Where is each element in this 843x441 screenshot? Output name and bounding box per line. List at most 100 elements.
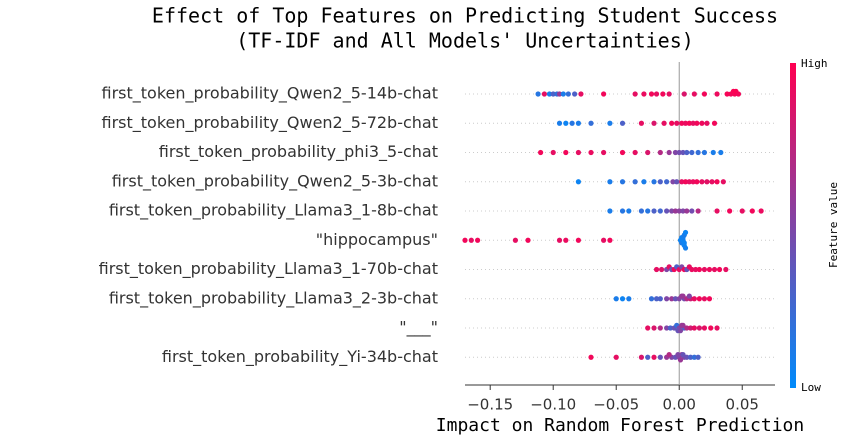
- dot: [607, 208, 613, 214]
- dot: [714, 91, 720, 97]
- colorbar: [790, 63, 796, 388]
- dot: [613, 354, 619, 360]
- dot: [657, 325, 663, 331]
- dot: [708, 325, 714, 331]
- dot: [607, 179, 613, 185]
- dot: [686, 120, 692, 126]
- dot: [648, 91, 655, 97]
- dot: [680, 322, 686, 328]
- dot: [563, 237, 569, 243]
- dot: [607, 120, 613, 126]
- dot: [626, 296, 632, 302]
- y-tick-label: first_token_probability_Yi-34b-chat: [162, 347, 438, 367]
- dot: [701, 296, 708, 302]
- dot: [677, 328, 684, 334]
- dot: [690, 120, 696, 126]
- dot: [664, 325, 670, 331]
- dot: [666, 91, 672, 97]
- dot: [565, 91, 571, 97]
- dot: [739, 208, 745, 214]
- dot: [716, 266, 723, 273]
- dot: [701, 91, 708, 97]
- dot: [525, 237, 531, 243]
- dot: [723, 266, 729, 273]
- dot: [695, 149, 701, 156]
- dot: [691, 91, 697, 97]
- dot: [619, 296, 626, 302]
- dot: [588, 120, 594, 126]
- dot: [645, 354, 651, 360]
- dot: [710, 149, 716, 156]
- dot: [645, 208, 651, 214]
- dot: [575, 120, 582, 126]
- dot: [588, 354, 594, 360]
- dot: [651, 120, 657, 126]
- dot: [638, 208, 645, 214]
- dot: [657, 208, 663, 214]
- dot: [657, 149, 663, 156]
- dot: [670, 179, 676, 185]
- x-tick-label: −0.05: [593, 396, 639, 414]
- dot: [693, 266, 699, 273]
- x-tick-label: −0.15: [467, 396, 513, 414]
- dot: [572, 91, 578, 97]
- dot: [632, 91, 638, 97]
- dot: [676, 208, 682, 214]
- dot: [660, 91, 666, 97]
- y-tick-label: first_token_probability_phi3_5-chat: [159, 142, 438, 162]
- dot: [638, 120, 645, 126]
- dot: [691, 354, 697, 360]
- dot: [696, 266, 702, 273]
- dot: [468, 237, 474, 243]
- dot: [687, 325, 694, 331]
- dot: [687, 354, 694, 360]
- dot: [462, 237, 468, 243]
- dot: [695, 208, 701, 214]
- dot: [601, 91, 607, 97]
- dot: [695, 354, 701, 360]
- dot: [684, 208, 690, 214]
- dot: [696, 296, 702, 302]
- dot: [666, 352, 672, 358]
- dot: [718, 149, 724, 156]
- dot: [680, 352, 686, 358]
- dot: [711, 266, 718, 273]
- dot: [682, 120, 689, 126]
- colorbar-low: Low: [801, 381, 821, 394]
- dot: [601, 237, 607, 243]
- dot: [645, 325, 651, 331]
- dot: [699, 120, 705, 126]
- dot: [706, 266, 713, 273]
- dot: [626, 208, 632, 214]
- y-tick-label: first_token_probability_Qwen2_5-14b-chat: [102, 84, 438, 104]
- dot: [674, 120, 680, 126]
- colorbar-label: Feature value: [827, 182, 840, 268]
- dot: [653, 91, 660, 97]
- y-tick-label: first_token_probability_Llama3_1-70b-cha…: [99, 259, 438, 279]
- dot: [556, 237, 563, 243]
- dot: [696, 325, 702, 331]
- chart-subtitle: (TF-IDF and All Models' Uncertainties): [236, 29, 694, 53]
- dot: [632, 179, 638, 185]
- dot: [556, 120, 563, 126]
- dot: [727, 208, 733, 214]
- dot: [680, 149, 686, 156]
- dot: [475, 237, 481, 243]
- y-tick-label: first_token_probability_Llama3_1-8b-chat: [109, 201, 438, 221]
- dot: [575, 179, 582, 185]
- dot: [613, 296, 619, 302]
- dot: [672, 149, 679, 156]
- dot: [674, 179, 680, 185]
- y-tick-label: first_token_probability_Llama3_2-3b-chat: [109, 288, 438, 308]
- dot: [669, 208, 675, 214]
- dot: [648, 296, 655, 302]
- dot: [689, 149, 695, 156]
- dot: [680, 208, 686, 214]
- dot: [684, 354, 690, 360]
- dot: [681, 91, 687, 97]
- dot: [690, 179, 696, 185]
- dot: [684, 149, 690, 156]
- colorbar-high: High: [801, 57, 828, 70]
- x-axis-label: Impact on Random Forest Prediction: [436, 415, 804, 436]
